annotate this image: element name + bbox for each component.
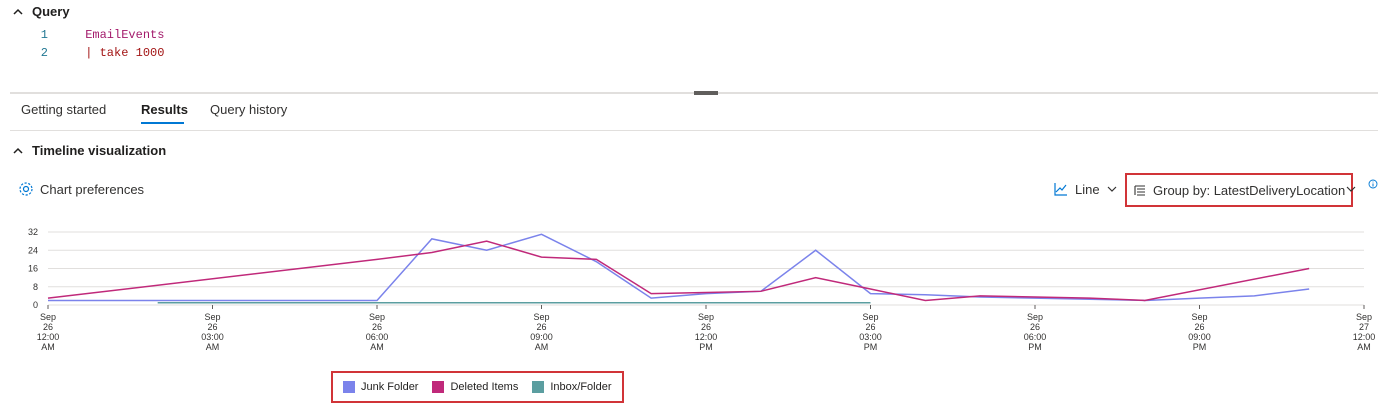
x-tick-label-line: Sep [40,312,56,322]
query-title: Query [32,4,70,19]
x-tick-label-line: PM [1028,342,1042,352]
x-tick-label-line: 26 [1030,322,1040,332]
chart-type-dropdown[interactable]: Line [1053,181,1118,197]
code-keyword: take [99,46,129,60]
y-tick-label: 0 [33,300,38,310]
legend-item-inbox-folder[interactable]: Inbox/Folder [532,381,612,393]
timeline-title: Timeline visualization [32,143,167,158]
y-tick-label: 24 [28,245,38,255]
tab-getting-started[interactable]: Getting started [21,102,107,117]
code-line[interactable]: 2 | take 1000 [34,46,165,64]
line-chart-icon [1054,183,1067,196]
x-tick-label-line: Sep [533,312,549,322]
x-tick-label-line: AM [41,342,55,352]
chart-legend: Junk Folder Deleted Items Inbox/Folder [331,371,624,403]
x-tick-label-line: 27 [1359,322,1369,332]
x-tick-label: Sep 26 12:00 AM [37,312,60,352]
series-line-deleted-items [47,240,1310,302]
x-tick-label-line: 26 [536,322,546,332]
code-pipe: | [85,46,93,60]
x-tick-label-line: 06:00 [1024,332,1047,342]
legend-label: Inbox/Folder [550,381,612,393]
x-tick-label: Sep 26 09:00 AM [530,312,553,352]
y-tick-label: 16 [28,264,38,274]
y-tick-label: 32 [28,227,38,237]
x-tick-label-line: 26 [1194,322,1204,332]
legend-item-junk-folder[interactable]: Junk Folder [343,381,418,393]
x-tick-label: Sep 27 12:00 AM [1353,312,1376,352]
x-tick-label-line: AM [1357,342,1371,352]
line-number: 1 [40,28,48,42]
legend-swatch [432,381,445,393]
legend-swatch [343,381,355,393]
chart-preferences-button[interactable]: Chart preferences [18,181,144,197]
tab-query-history[interactable]: Query history [210,102,288,117]
x-tick-label-line: PM [864,342,878,352]
x-tick-label-line: 26 [372,322,382,332]
x-tick-label-line: 09:00 [1188,332,1211,342]
x-tick-label-line: 12:00 [695,332,718,342]
x-tick-label-line: Sep [1356,312,1372,322]
x-tick-label-line: 09:00 [530,332,553,342]
x-tick-label-line: Sep [204,312,220,322]
x-tick-label-line: 03:00 [859,332,882,342]
x-tick-label: Sep 26 09:00 PM [1188,312,1211,352]
tab-results[interactable]: Results [141,102,188,117]
x-tick-label-line: 26 [43,322,53,332]
series-line-junk-folder [48,233,1310,302]
group-by-label: Group by: LatestDeliveryLocation [1153,182,1346,198]
timeline-section-header[interactable]: Timeline visualization [12,143,166,158]
line-number: 2 [40,46,48,60]
list-icon [1134,185,1145,196]
x-tick-label-line: 03:00 [201,332,224,342]
query-section-header[interactable]: Query [12,4,70,19]
info-icon[interactable] [1368,179,1378,189]
legend-label: Deleted Items [450,381,519,393]
x-tick-label: Sep 26 06:00 AM [366,312,389,352]
legend-item-deleted-items[interactable]: Deleted Items [432,381,518,393]
legend-swatch [532,381,545,393]
chevron-up-icon [13,8,23,15]
x-tick-label-line: 26 [865,322,875,332]
x-tick-label-line: 06:00 [366,332,389,342]
splitter-handle[interactable] [694,91,718,95]
chevron-down-icon [1107,186,1117,192]
x-tick-label-line: Sep [1027,312,1043,322]
x-tick-label-line: AM [206,342,220,352]
group-by-dropdown[interactable]: Group by: LatestDeliveryLocation [1125,173,1354,207]
gear-icon [19,182,33,196]
x-tick-label: Sep 26 12:00 PM [695,312,718,352]
query-editor[interactable]: 1 EmailEvents 2 | take 1000 [34,28,165,64]
x-tick-label-line: Sep [369,312,385,322]
x-tick-label-line: Sep [862,312,878,322]
chart-type-label: Line [1075,181,1100,197]
code-line[interactable]: 1 EmailEvents [34,28,165,46]
x-tick-label-line: PM [699,342,713,352]
chevron-down-icon[interactable] [1345,183,1357,195]
x-tick-label-line: Sep [698,312,714,322]
legend-label: Junk Folder [361,381,419,393]
chevron-up-icon [13,147,23,154]
x-tick-label-line: AM [370,342,384,352]
code-table-name: EmailEvents [85,28,165,42]
x-tick-label: Sep 26 03:00 AM [201,312,224,352]
x-tick-label-line: 12:00 [37,332,60,342]
x-tick-label-line: 26 [207,322,217,332]
tab-results-underline [141,122,184,124]
tabs-divider [10,130,1378,131]
x-tick-label: Sep 26 06:00 PM [1024,312,1047,352]
x-tick-label-line: 26 [701,322,711,332]
x-tick-label-line: Sep [1191,312,1207,322]
chart-preferences-label: Chart preferences [40,181,145,197]
x-tick-label-line: PM [1193,342,1207,352]
code-value: 1000 [135,46,165,60]
x-tick-label-line: AM [535,342,549,352]
y-tick-label: 8 [33,282,38,292]
x-tick-label-line: 12:00 [1353,332,1376,342]
x-tick-label: Sep 26 03:00 PM [859,312,882,352]
